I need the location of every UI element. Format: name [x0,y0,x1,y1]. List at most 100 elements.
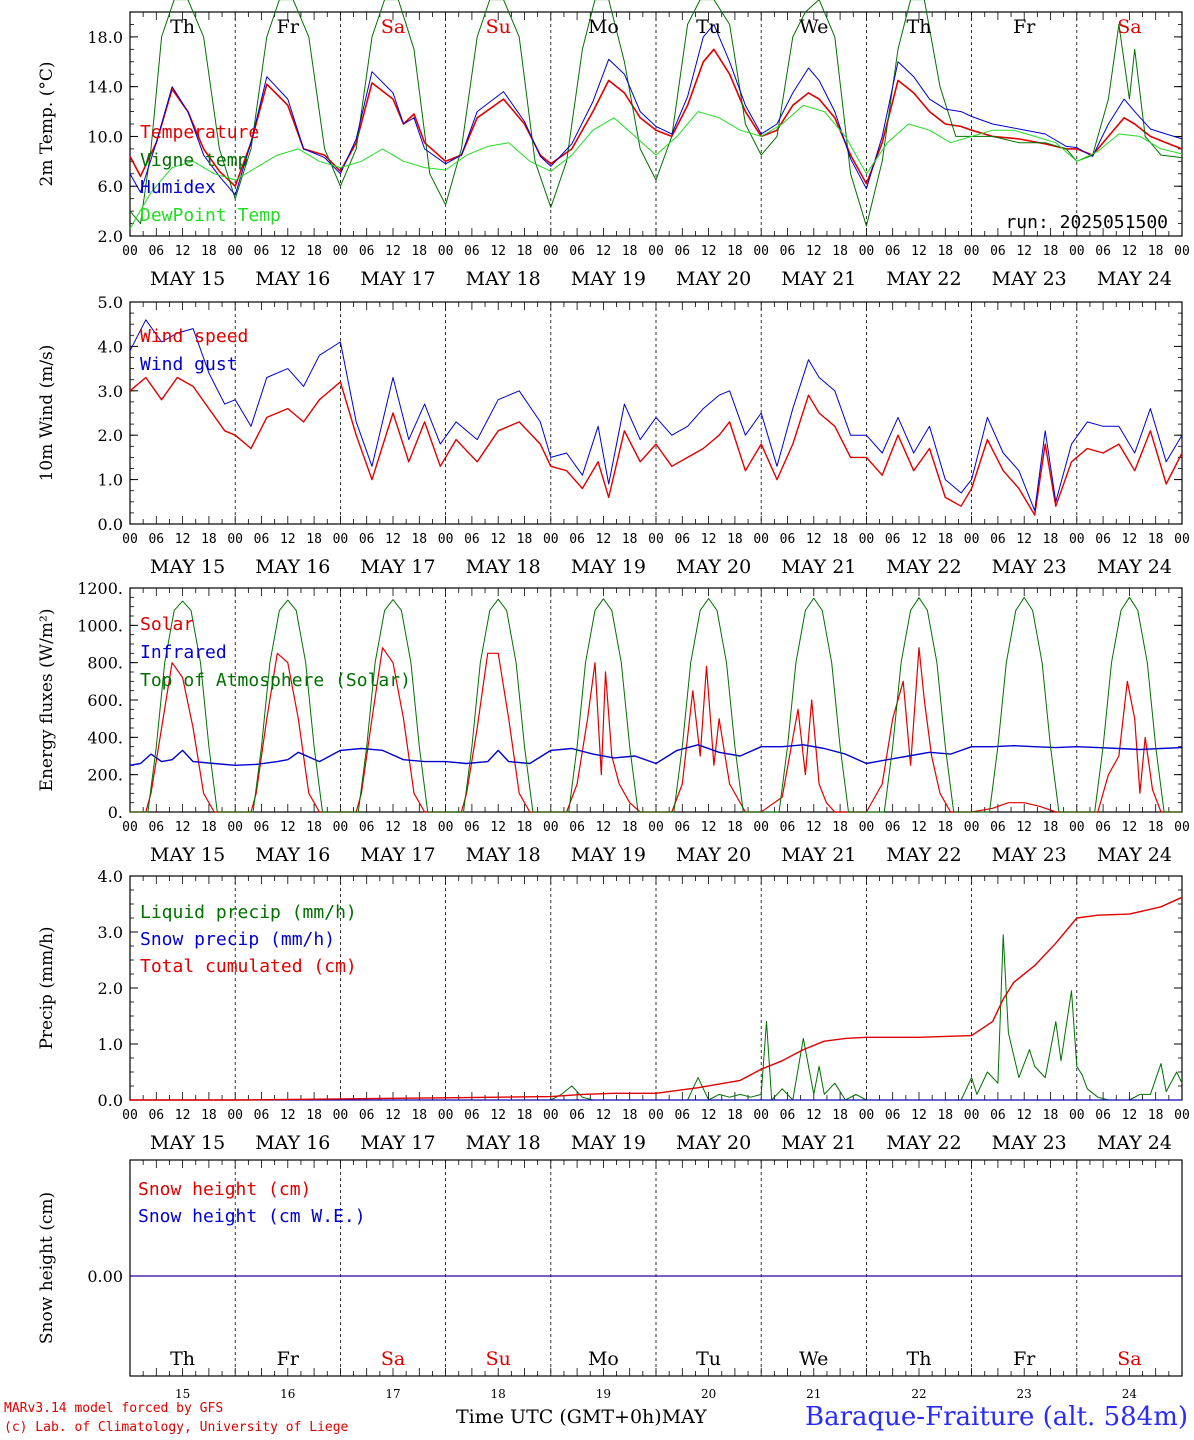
date-label: MAY 21 [781,268,856,290]
legend-entry: Wind speed [140,326,248,347]
hour-label: 06 [990,820,1006,835]
hour-label: 00 [543,532,559,547]
date-label: MAY 20 [676,1132,751,1154]
series-line-dewpoint-temp [129,104,1183,229]
hour-label: 18 [517,820,533,835]
hour-label: 18 [727,244,743,259]
date-label: MAY 19 [571,268,646,290]
hour-label: 18 [306,244,322,259]
hour-label: 12 [1122,1108,1138,1123]
weekday-label: Mo [588,16,619,38]
hour-label: 12 [280,820,296,835]
hour-label: 12 [911,532,927,547]
day-number-label: 23 [1017,1387,1032,1401]
hour-label: 18 [517,532,533,547]
date-label: MAY 18 [466,844,541,866]
hour-label: 00 [333,244,349,259]
hour-label: 18 [201,244,217,259]
panel-2 [129,301,1183,525]
series-line-temperature [129,48,1183,187]
hour-label: 12 [385,820,401,835]
panel-4 [129,875,1183,1101]
hour-label: 12 [1122,820,1138,835]
weekday-label: Sa [1117,1348,1141,1370]
hour-label: 12 [701,532,717,547]
hour-label: 18 [201,1108,217,1123]
date-label: MAY 19 [571,844,646,866]
y-axis-label: 2m Temp. (°C) [37,61,57,186]
hour-label: 18 [832,1108,848,1123]
hour-label: 18 [517,244,533,259]
hour-label: 18 [622,244,638,259]
hour-label: 00 [753,244,769,259]
y-tick-label: 2.0 [98,979,123,998]
hour-label: 18 [622,1108,638,1123]
hour-label: 18 [411,1108,427,1123]
weekday-label: Tu [696,16,721,38]
hour-label: 18 [727,532,743,547]
y-tick-label: 10.0 [87,127,123,146]
hour-label: 06 [1095,820,1111,835]
hour-label: 00 [1174,244,1190,259]
weekday-label: Th [170,16,195,38]
hour-label: 06 [780,244,796,259]
hour-label: 06 [780,820,796,835]
hour-label: 12 [490,244,506,259]
hour-label: 00 [1069,1108,1085,1123]
hour-label: 00 [859,532,875,547]
run-label: run: 2025051500 [1005,212,1168,233]
y-tick-label: 800. [87,654,123,673]
hour-label: 00 [1069,532,1085,547]
hour-label: 06 [885,1108,901,1123]
hour-label: 06 [569,1108,585,1123]
hour-label: 00 [333,820,349,835]
y-tick-label: 4.0 [98,867,123,886]
hour-label: 18 [306,532,322,547]
hour-label: 00 [122,1108,138,1123]
date-label: MAY 17 [360,1132,435,1154]
hour-label: 18 [937,244,953,259]
hour-label: 12 [806,532,822,547]
panel-3 [129,587,1183,813]
hour-label: 12 [596,820,612,835]
hour-label: 06 [990,1108,1006,1123]
weekday-label: Th [907,1348,932,1370]
hour-label: 06 [569,532,585,547]
series-line-total-cumulated-cm- [130,896,1183,1101]
credit-model: MARv3.14 model forced by GFS [4,1401,224,1416]
hour-label: 12 [490,820,506,835]
hour-label: 06 [254,820,270,835]
hour-label: 18 [622,820,638,835]
weekday-label: Sa [1117,16,1141,38]
hour-label: 12 [1016,532,1032,547]
y-tick-label: 18.0 [87,28,123,47]
hour-label: 06 [464,820,480,835]
y-tick-label: 1000. [77,616,123,635]
hour-label: 18 [1148,1108,1164,1123]
hour-label: 06 [148,820,164,835]
hour-label: 06 [464,244,480,259]
hour-label: 06 [780,1108,796,1123]
hour-label: 06 [254,244,270,259]
date-label: MAY 15 [150,1132,225,1154]
hour-label: 00 [1174,1108,1190,1123]
hour-label: 00 [227,1108,243,1123]
hour-label: 18 [517,1108,533,1123]
hour-label: 18 [201,532,217,547]
hour-label: 12 [280,1108,296,1123]
date-label: MAY 19 [571,1132,646,1154]
hour-label: 12 [385,532,401,547]
weekday-label: Mo [588,1348,619,1370]
hour-label: 00 [1174,820,1190,835]
hour-label: 00 [753,1108,769,1123]
legend-entry: Temperature [140,122,259,143]
hour-label: 00 [333,1108,349,1123]
date-label: MAY 24 [1097,268,1172,290]
series-line-vigne-temp [129,0,1183,227]
weekday-label: Su [486,16,511,38]
hour-label: 06 [359,244,375,259]
hour-label: 00 [859,244,875,259]
date-label: MAY 15 [150,556,225,578]
hour-label: 18 [937,1108,953,1123]
date-label: MAY 23 [992,1132,1067,1154]
